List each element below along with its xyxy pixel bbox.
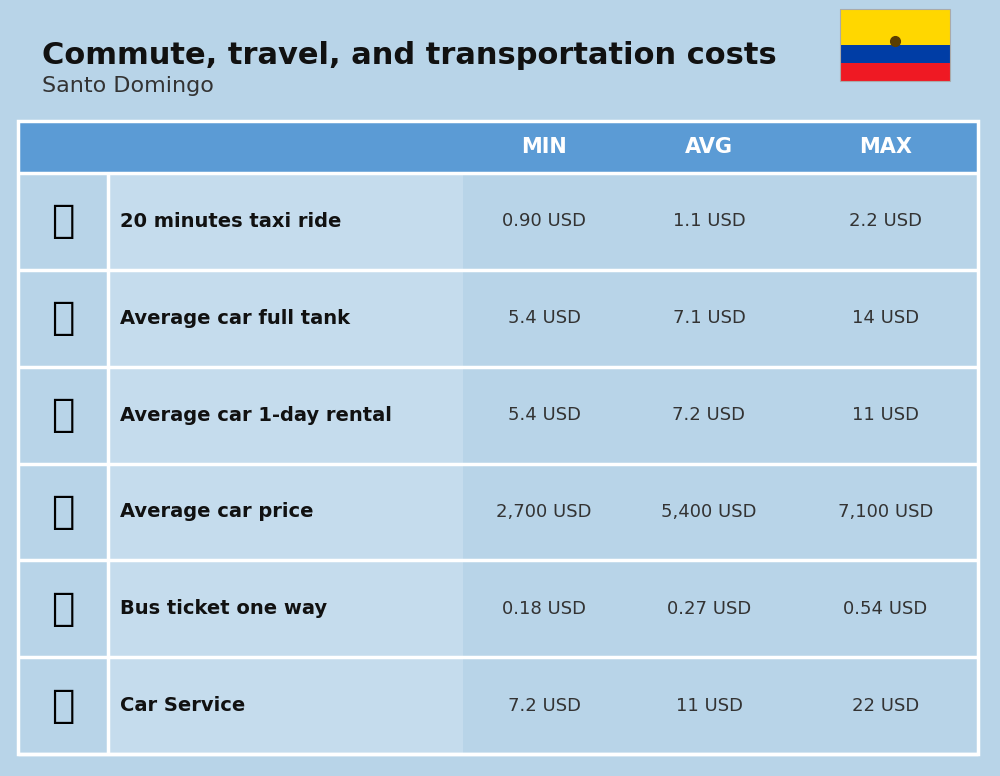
Text: 22 USD: 22 USD [852,697,919,715]
Bar [108,463,463,560]
Bar [463,560,625,657]
Bar [625,173,793,270]
Text: 0.90 USD: 0.90 USD [502,213,586,230]
Bar [18,173,108,270]
Bar [793,270,978,367]
Text: 20 minutes taxi ride: 20 minutes taxi ride [120,212,341,231]
Text: Santo Domingo: Santo Domingo [42,76,214,96]
Text: 5.4 USD: 5.4 USD [508,310,580,327]
Bar [18,463,108,560]
Text: 0.54 USD: 0.54 USD [843,600,928,618]
Bar [625,560,793,657]
Text: 1.1 USD: 1.1 USD [673,213,745,230]
Text: 11 USD: 11 USD [676,697,742,715]
Bar [793,657,978,754]
Text: 0.18 USD: 0.18 USD [502,600,586,618]
Text: Average car full tank: Average car full tank [120,309,350,327]
Text: 7,100 USD: 7,100 USD [838,503,933,521]
Text: 5,400 USD: 5,400 USD [661,503,757,521]
Bar [625,367,793,463]
Text: Car Service: Car Service [120,696,245,715]
Text: Average car price: Average car price [120,502,314,521]
Bar [108,657,463,754]
Bar [108,367,463,463]
Bar [793,173,978,270]
Bar [793,560,978,657]
Text: 🚗: 🚗 [51,396,75,434]
Text: 0.27 USD: 0.27 USD [667,600,751,618]
Bar [108,173,463,270]
Bar [463,367,625,463]
Text: 2,700 USD: 2,700 USD [496,503,592,521]
Text: ⛽: ⛽ [51,300,75,338]
Text: 7.2 USD: 7.2 USD [508,697,580,715]
Bar [840,9,950,81]
Bar [625,463,793,560]
Bar [463,173,625,270]
Bar [840,45,950,63]
Text: Commute, travel, and transportation costs: Commute, travel, and transportation cost… [42,41,777,70]
Bar [18,270,108,367]
Bar [18,121,978,754]
Bar [463,657,625,754]
Bar [18,367,108,463]
Bar [793,463,978,560]
Text: 7.2 USD: 7.2 USD [672,406,746,424]
Text: AVG: AVG [685,137,733,157]
Text: Average car 1-day rental: Average car 1-day rental [120,406,392,424]
Text: 7.1 USD: 7.1 USD [673,310,745,327]
Text: 🚗: 🚗 [51,493,75,531]
Text: 5.4 USD: 5.4 USD [508,406,580,424]
Text: MIN: MIN [521,137,567,157]
Text: 🚕: 🚕 [51,203,75,241]
Bar [463,270,625,367]
Text: Bus ticket one way: Bus ticket one way [120,599,327,618]
Bar [18,657,108,754]
Bar [840,63,950,81]
Bar [840,9,950,45]
Text: 🚌: 🚌 [51,590,75,628]
Text: MAX: MAX [859,137,912,157]
Bar [18,560,108,657]
Bar [625,270,793,367]
Text: 🛠: 🛠 [51,687,75,725]
Bar [793,367,978,463]
Bar [108,270,463,367]
Bar [625,657,793,754]
Bar [108,560,463,657]
Text: 2.2 USD: 2.2 USD [849,213,922,230]
Bar [463,463,625,560]
Text: 11 USD: 11 USD [852,406,919,424]
Bar [18,121,978,173]
Text: 14 USD: 14 USD [852,310,919,327]
